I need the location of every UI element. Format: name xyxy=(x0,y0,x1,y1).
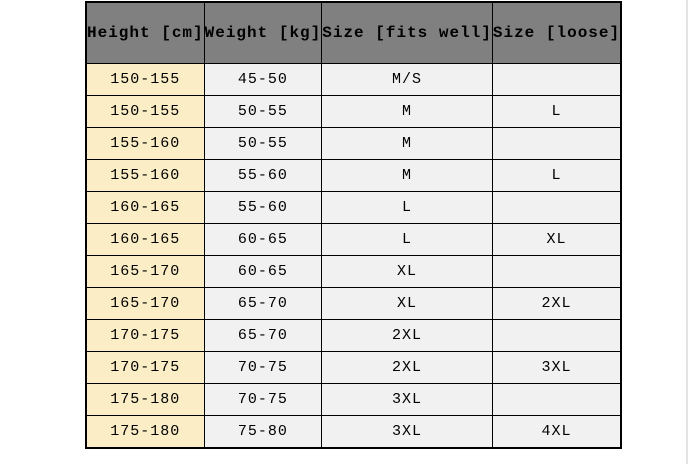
table-row: 160-165 60-65 L XL xyxy=(85,223,622,256)
height-cell: 160-165 xyxy=(85,223,205,256)
table-row: 150-155 45-50 M/S xyxy=(85,63,622,96)
weight-cell: 45-50 xyxy=(203,63,323,96)
weight-cell: 60-65 xyxy=(203,255,323,288)
size-loose-cell xyxy=(491,63,622,96)
table-row: 175-180 75-80 3XL 4XL xyxy=(85,415,622,449)
weight-cell: 65-70 xyxy=(203,319,323,352)
height-cell: 160-165 xyxy=(85,191,205,224)
size-fits-well-cell: XL xyxy=(321,255,493,288)
column-header-size-loose: Size [loose] xyxy=(491,1,622,64)
column-header-height: Height [cm] xyxy=(85,1,205,64)
weight-cell: 55-60 xyxy=(203,191,323,224)
height-cell: 155-160 xyxy=(85,159,205,192)
table-row: 160-165 55-60 L xyxy=(85,191,622,224)
size-chart-table: Height [cm] Weight [kg] Size [fits well]… xyxy=(85,1,623,449)
size-loose-cell xyxy=(491,127,622,160)
weight-cell: 50-55 xyxy=(203,95,323,128)
table-row: 165-170 65-70 XL 2XL xyxy=(85,287,622,320)
size-loose-cell: 2XL xyxy=(491,287,622,320)
weight-cell: 70-75 xyxy=(203,383,323,416)
height-cell: 155-160 xyxy=(85,127,205,160)
height-cell: 175-180 xyxy=(85,383,205,416)
size-loose-cell: 4XL xyxy=(491,415,622,449)
size-fits-well-cell: M xyxy=(321,127,493,160)
weight-cell: 65-70 xyxy=(203,287,323,320)
size-fits-well-cell: L xyxy=(321,223,493,256)
table-row: 165-170 60-65 XL xyxy=(85,255,622,288)
weight-cell: 75-80 xyxy=(203,415,323,449)
size-fits-well-cell: 2XL xyxy=(321,351,493,384)
size-fits-well-cell: M xyxy=(321,159,493,192)
size-loose-cell xyxy=(491,319,622,352)
size-fits-well-cell: M/S xyxy=(321,63,493,96)
weight-cell: 70-75 xyxy=(203,351,323,384)
table-row: 170-175 65-70 2XL xyxy=(85,319,622,352)
height-cell: 175-180 xyxy=(85,415,205,449)
header-row: Height [cm] Weight [kg] Size [fits well]… xyxy=(85,1,622,64)
table-row: 170-175 70-75 2XL 3XL xyxy=(85,351,622,384)
column-header-size-fits-well: Size [fits well] xyxy=(321,1,493,64)
size-fits-well-cell: M xyxy=(321,95,493,128)
size-fits-well-cell: XL xyxy=(321,287,493,320)
weight-cell: 50-55 xyxy=(203,127,323,160)
size-fits-well-cell: 3XL xyxy=(321,383,493,416)
size-loose-cell xyxy=(491,191,622,224)
size-fits-well-cell: 2XL xyxy=(321,319,493,352)
height-cell: 165-170 xyxy=(85,255,205,288)
size-loose-cell xyxy=(491,383,622,416)
height-cell: 150-155 xyxy=(85,95,205,128)
table-body: 150-155 45-50 M/S 150-155 50-55 M L 155-160 50-5… xyxy=(85,63,622,449)
size-loose-cell xyxy=(491,255,622,288)
size-loose-cell: XL xyxy=(491,223,622,256)
screenshot-edge-line xyxy=(686,0,688,464)
size-fits-well-cell: 3XL xyxy=(321,415,493,449)
column-header-weight: Weight [kg] xyxy=(203,1,323,64)
height-cell: 170-175 xyxy=(85,319,205,352)
height-cell: 150-155 xyxy=(85,63,205,96)
size-fits-well-cell: L xyxy=(321,191,493,224)
weight-cell: 60-65 xyxy=(203,223,323,256)
table-row: 150-155 50-55 M L xyxy=(85,95,622,128)
weight-cell: 55-60 xyxy=(203,159,323,192)
size-loose-cell: 3XL xyxy=(491,351,622,384)
size-loose-cell: L xyxy=(491,95,622,128)
size-loose-cell: L xyxy=(491,159,622,192)
table-row: 175-180 70-75 3XL xyxy=(85,383,622,416)
table-row: 155-160 50-55 M xyxy=(85,127,622,160)
height-cell: 165-170 xyxy=(85,287,205,320)
table-row: 155-160 55-60 M L xyxy=(85,159,622,192)
height-cell: 170-175 xyxy=(85,351,205,384)
